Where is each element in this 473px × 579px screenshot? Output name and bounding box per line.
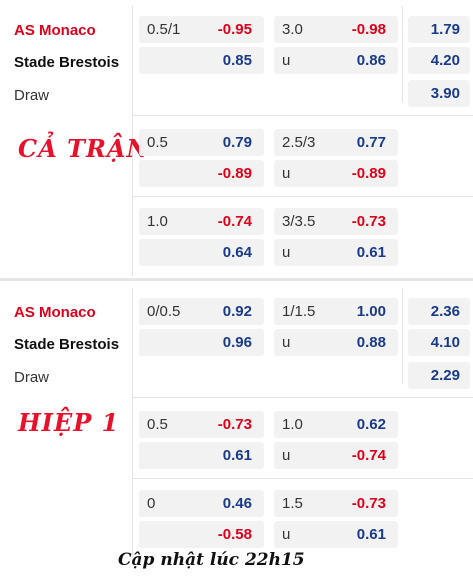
- handicap-home-cell-odds: 0.79: [222, 134, 252, 151]
- under-cell[interactable]: u -0.89: [274, 160, 398, 187]
- team-home: AS Monaco: [14, 22, 96, 39]
- handicap-home-cell-odds: 0.46: [222, 495, 252, 512]
- row-divider: [133, 478, 473, 479]
- moneyline-draw-cell[interactable]: 2.29: [408, 362, 470, 389]
- team-column-divider: [132, 288, 133, 558]
- moneyline-away-cell-odds: 4.10: [430, 334, 460, 351]
- draw-label: Draw: [14, 369, 50, 386]
- handicap-home-cell-line: 0.5/1: [147, 21, 181, 38]
- over-cell[interactable]: 1.5 -0.73: [274, 490, 398, 517]
- handicap-away-cell-odds: 0.85: [222, 52, 252, 69]
- handicap-home-cell-odds: 0.92: [222, 303, 252, 320]
- moneyline-home-cell-odds: 2.36: [430, 303, 460, 320]
- under-cell[interactable]: u 0.88: [274, 329, 398, 356]
- moneyline-away-cell[interactable]: 4.20: [408, 47, 470, 74]
- over-cell-line: 3.0: [282, 21, 303, 38]
- over-cell-odds: 0.62: [356, 416, 386, 433]
- over-cell[interactable]: 2.5/3 0.77: [274, 129, 398, 156]
- handicap-away-cell-odds: 0.96: [222, 334, 252, 351]
- moneyline-home-cell[interactable]: 1.79: [408, 16, 470, 43]
- under-cell-odds: 0.88: [356, 334, 386, 351]
- handicap-home-cell[interactable]: 0/0.5 0.92: [139, 298, 264, 325]
- handicap-away-cell[interactable]: -0.89: [139, 160, 264, 187]
- handicap-home-cell[interactable]: 0.5/1 -0.95: [139, 16, 264, 43]
- team-home: AS Monaco: [14, 304, 96, 321]
- handicap-away-cell-odds: -0.58: [217, 526, 252, 543]
- row-divider: [133, 115, 473, 116]
- row-divider: [133, 397, 473, 398]
- team-away: Stade Brestois: [14, 54, 120, 71]
- over-cell[interactable]: 1.0 0.62: [274, 411, 398, 438]
- over-cell[interactable]: 3/3.5 -0.73: [274, 208, 398, 235]
- handicap-away-cell[interactable]: 0.64: [139, 239, 264, 266]
- under-cell[interactable]: u 0.61: [274, 239, 398, 266]
- draw-label: Draw: [14, 87, 50, 104]
- over-cell-line: 2.5/3: [282, 134, 316, 151]
- under-cell[interactable]: u -0.74: [274, 442, 398, 469]
- handicap-home-cell[interactable]: 0.5 -0.73: [139, 411, 264, 438]
- moneyline-draw-cell[interactable]: 3.90: [408, 80, 470, 107]
- handicap-home-cell[interactable]: 1.0 -0.74: [139, 208, 264, 235]
- handicap-away-cell[interactable]: -0.58: [139, 521, 264, 548]
- handicap-home-cell-line: 0.5: [147, 416, 168, 433]
- under-cell-odds: 0.61: [356, 526, 386, 543]
- period-label: HIỆP 1: [18, 408, 120, 437]
- over-cell-odds: 0.77: [356, 134, 386, 151]
- under-cell-line: u: [282, 334, 291, 351]
- over-cell-line: 1.5: [282, 495, 303, 512]
- moneyline-away-cell-odds: 4.20: [430, 52, 460, 69]
- over-cell-line: 3/3.5: [282, 213, 316, 230]
- over-cell-odds: -0.73: [351, 495, 386, 512]
- handicap-home-cell-line: 0/0.5: [147, 303, 181, 320]
- over-cell[interactable]: 1/1.5 1.00: [274, 298, 398, 325]
- section-divider: [0, 278, 473, 281]
- handicap-home-cell-odds: -0.74: [217, 213, 252, 230]
- under-cell-line: u: [282, 165, 291, 182]
- team-away: Stade Brestois: [14, 336, 120, 353]
- row-divider: [133, 196, 473, 197]
- over-cell-odds: -0.98: [351, 21, 386, 38]
- under-cell[interactable]: u 0.61: [274, 521, 398, 548]
- odds-column-divider: [402, 6, 403, 102]
- handicap-home-cell[interactable]: 0 0.46: [139, 490, 264, 517]
- moneyline-away-cell[interactable]: 4.10: [408, 329, 470, 356]
- under-cell-odds: 0.61: [356, 244, 386, 261]
- under-cell-line: u: [282, 447, 291, 464]
- over-cell-odds: 1.00: [356, 303, 386, 320]
- under-cell-odds: 0.86: [356, 52, 386, 69]
- handicap-home-cell-line: 0.5: [147, 134, 168, 151]
- handicap-home-cell[interactable]: 0.5 0.79: [139, 129, 264, 156]
- handicap-away-cell-odds: 0.61: [222, 447, 252, 464]
- team-column-divider: [132, 6, 133, 276]
- handicap-home-cell-line: 0: [147, 495, 156, 512]
- handicap-away-cell-odds: -0.89: [217, 165, 252, 182]
- moneyline-draw-cell-odds: 2.29: [430, 367, 460, 384]
- period-label: CẢ TRẬN: [18, 134, 150, 163]
- handicap-home-cell-line: 1.0: [147, 213, 168, 230]
- under-cell-line: u: [282, 52, 291, 69]
- moneyline-home-cell[interactable]: 2.36: [408, 298, 470, 325]
- handicap-away-cell[interactable]: 0.85: [139, 47, 264, 74]
- handicap-away-cell-odds: 0.64: [222, 244, 252, 261]
- handicap-home-cell-odds: -0.73: [217, 416, 252, 433]
- over-cell-odds: -0.73: [351, 213, 386, 230]
- under-cell-line: u: [282, 244, 291, 261]
- moneyline-home-cell-odds: 1.79: [430, 21, 460, 38]
- moneyline-draw-cell-odds: 3.90: [430, 85, 460, 102]
- under-cell-line: u: [282, 526, 291, 543]
- update-time: Cập nhật lúc 22h15: [118, 550, 305, 570]
- under-cell[interactable]: u 0.86: [274, 47, 398, 74]
- handicap-away-cell[interactable]: 0.61: [139, 442, 264, 469]
- handicap-home-cell-odds: -0.95: [217, 21, 252, 38]
- over-cell-line: 1/1.5: [282, 303, 316, 320]
- over-cell-line: 1.0: [282, 416, 303, 433]
- under-cell-odds: -0.74: [351, 447, 386, 464]
- odds-column-divider: [402, 288, 403, 384]
- handicap-away-cell[interactable]: 0.96: [139, 329, 264, 356]
- under-cell-odds: -0.89: [351, 165, 386, 182]
- over-cell[interactable]: 3.0 -0.98: [274, 16, 398, 43]
